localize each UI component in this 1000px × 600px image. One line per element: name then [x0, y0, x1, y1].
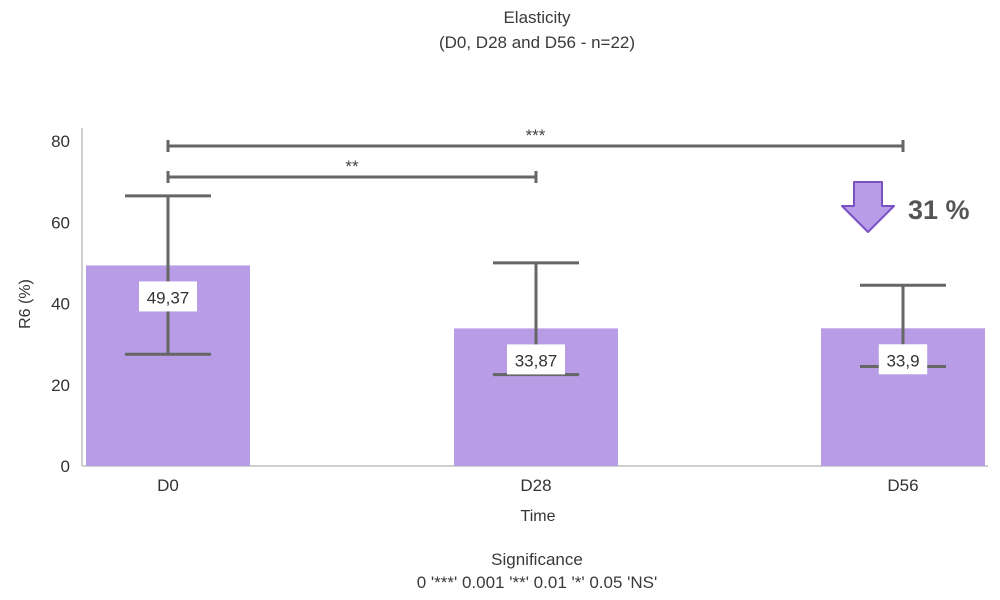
y-tick-label: 60	[51, 213, 70, 232]
significance-label: **	[345, 157, 359, 176]
x-tick-label: D56	[887, 476, 918, 495]
significance-legend-text: 0 '***' 0.001 '**' 0.01 '*' 0.05 'NS'	[417, 573, 658, 592]
y-tick-label: 20	[51, 376, 70, 395]
y-tick-label: 40	[51, 295, 70, 314]
significance-legend-title: Significance	[491, 550, 583, 569]
x-axis-label: Time	[521, 508, 556, 525]
data-label: 33,9	[886, 351, 919, 370]
data-label: 33,87	[515, 351, 558, 370]
reduction-percentage: 31 %	[908, 195, 970, 225]
chart-title: Elasticity	[503, 8, 571, 27]
y-axis-label: R6 (%)	[17, 279, 34, 329]
data-label: 49,37	[147, 288, 190, 307]
data-label-box	[878, 344, 928, 375]
down-arrow-icon	[841, 181, 895, 233]
y-tick-label: 80	[51, 132, 70, 151]
significance-label: ***	[526, 126, 546, 145]
y-tick-label: 0	[61, 457, 70, 476]
x-tick-label: D28	[520, 476, 551, 495]
data-label-box	[139, 281, 197, 312]
chart-subtitle: (D0, D28 and D56 - n=22)	[439, 33, 635, 52]
data-label-box	[507, 344, 565, 375]
x-tick-label: D0	[157, 476, 179, 495]
